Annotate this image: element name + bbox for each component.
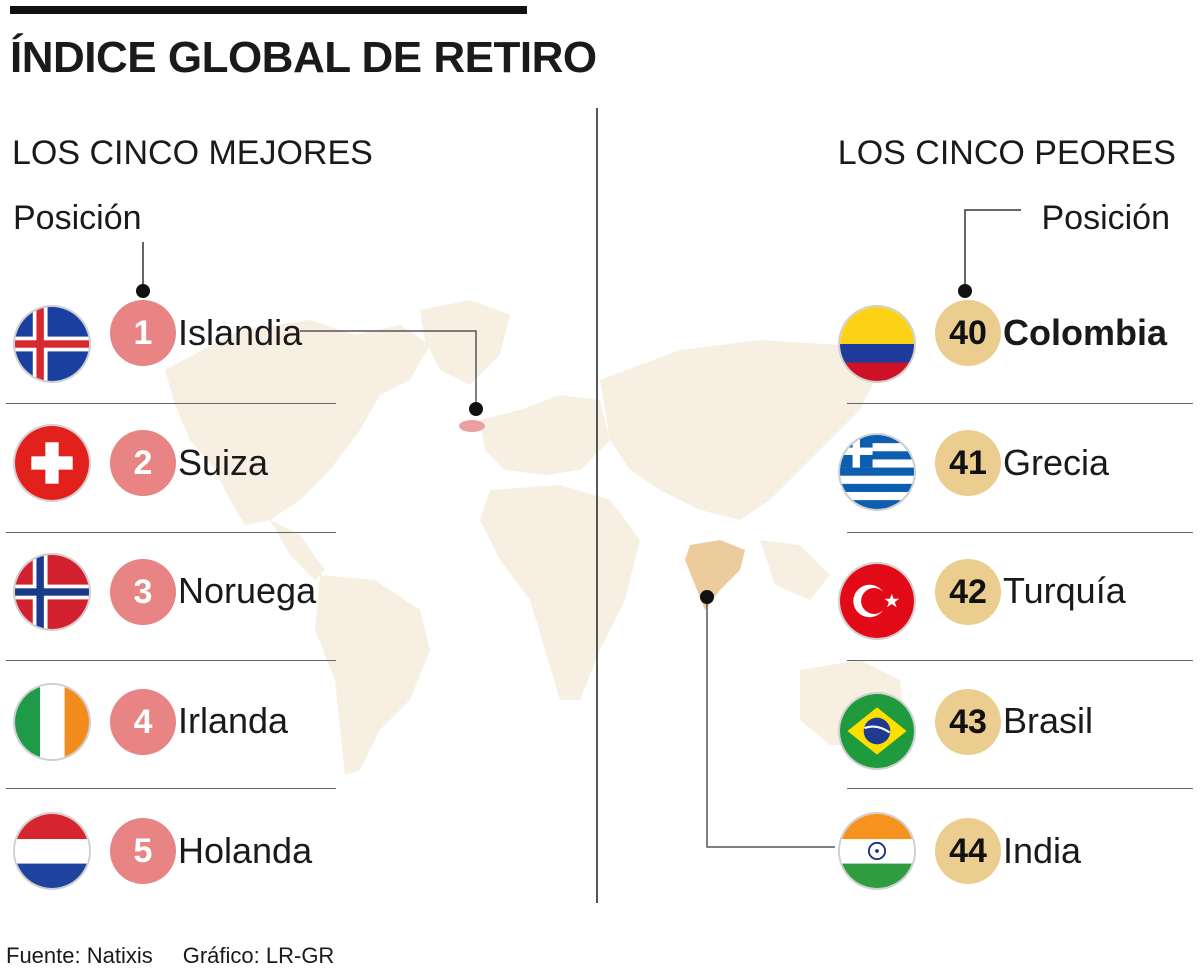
country-name: Suiza xyxy=(178,442,269,483)
rank-badge: 43 xyxy=(935,689,1001,755)
rank-badge: 42 xyxy=(935,559,1001,625)
graphic-credit: Gráfico: LR-GR xyxy=(182,943,335,968)
country-name: Brasil xyxy=(1003,700,1094,741)
title-bar xyxy=(10,6,527,14)
country-name: Grecia xyxy=(1003,442,1110,483)
greece-flag-icon xyxy=(838,433,916,511)
row-separator xyxy=(847,660,1193,661)
country-name: Colombia xyxy=(1003,312,1168,353)
row-separator xyxy=(847,403,1193,404)
ireland-flag-icon xyxy=(13,683,91,761)
netherlands-flag-icon xyxy=(13,812,91,890)
rank-badge: 41 xyxy=(935,430,1001,496)
country-name: Turquía xyxy=(1003,570,1126,611)
colombia-flag-icon xyxy=(838,305,916,383)
india-connector xyxy=(706,597,835,848)
india-highlight xyxy=(685,540,745,610)
rank-badge: 44 xyxy=(935,818,1001,884)
switzerland-flag-icon xyxy=(13,424,91,502)
rank-badge: 40 xyxy=(935,300,1001,366)
source-credit: Fuente: Natixis xyxy=(6,943,153,968)
india-flag-icon xyxy=(838,812,916,890)
country-name: Holanda xyxy=(178,830,313,871)
country-name: Irlanda xyxy=(178,700,289,741)
rank-badge: 5 xyxy=(110,818,176,884)
rank-badge: 2 xyxy=(110,430,176,496)
country-name: Islandia xyxy=(178,312,303,353)
rank-badge: 1 xyxy=(110,300,176,366)
iceland-flag-icon xyxy=(13,305,91,383)
iceland-connector xyxy=(300,330,477,409)
center-divider xyxy=(596,108,598,903)
best-heading: LOS CINCO MEJORES xyxy=(12,134,373,172)
rank-badge: 3 xyxy=(110,559,176,625)
best-position-label: Posición xyxy=(13,199,142,237)
rank-badge: 4 xyxy=(110,689,176,755)
turkey-flag-icon xyxy=(838,562,916,640)
worst-position-connector xyxy=(964,209,1021,288)
row-separator xyxy=(847,788,1193,789)
brazil-flag-icon xyxy=(838,692,916,770)
row-separator xyxy=(6,660,336,661)
row-separator xyxy=(847,532,1193,533)
row-separator xyxy=(6,788,336,789)
norway-flag-icon xyxy=(13,553,91,631)
row-separator xyxy=(6,532,336,533)
chart-title: ÍNDICE GLOBAL DE RETIRO xyxy=(10,33,597,82)
row-separator xyxy=(6,403,336,404)
footer: Fuente: Natixis Gráfico: LR-GR xyxy=(6,942,334,970)
country-name: India xyxy=(1003,830,1082,871)
worst-heading: LOS CINCO PEORES xyxy=(837,134,1176,172)
iceland-highlight xyxy=(459,420,485,432)
worst-position-label: Posición xyxy=(1041,199,1170,237)
country-name: Noruega xyxy=(178,570,317,611)
